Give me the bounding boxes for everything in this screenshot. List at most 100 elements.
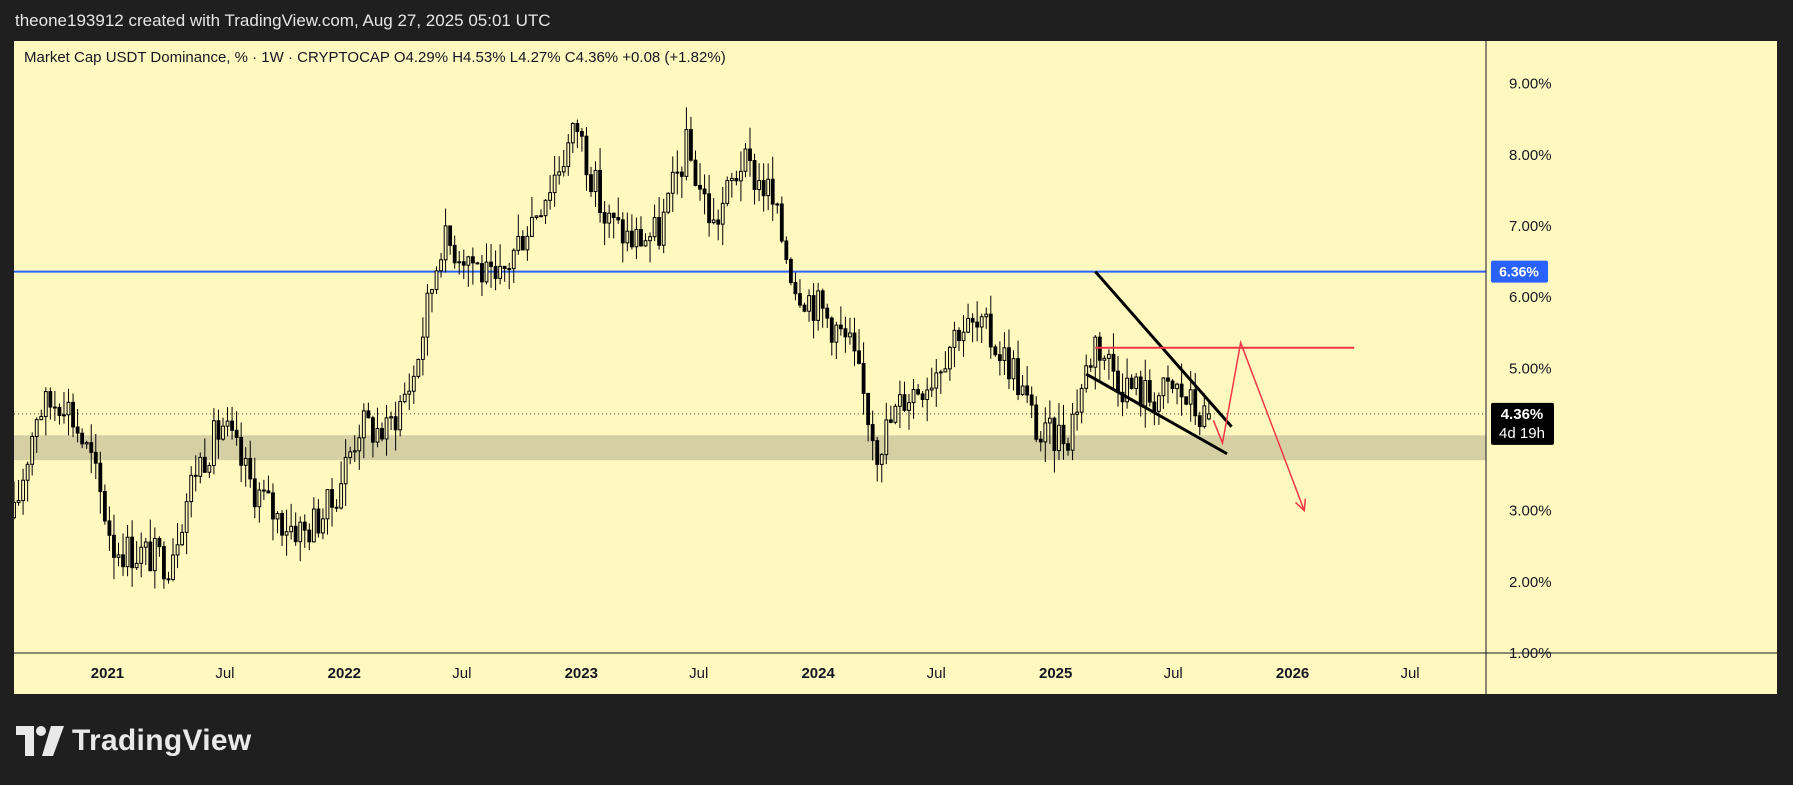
candle bbox=[470, 247, 475, 285]
candle bbox=[1166, 365, 1170, 404]
candle bbox=[884, 402, 889, 465]
candle bbox=[30, 432, 35, 476]
candle bbox=[34, 417, 39, 453]
candle-body bbox=[548, 192, 553, 201]
candle-body bbox=[611, 212, 616, 219]
candle bbox=[311, 497, 316, 543]
candle bbox=[493, 250, 498, 291]
candle-body bbox=[493, 265, 498, 279]
x-tick-label: 2022 bbox=[328, 665, 361, 682]
projection-path[interactable] bbox=[1212, 339, 1305, 511]
candle bbox=[43, 387, 48, 436]
candle bbox=[784, 236, 789, 264]
x-tick-label: Jul bbox=[1164, 665, 1183, 682]
candle bbox=[1202, 393, 1207, 429]
candle bbox=[611, 212, 616, 239]
candle-body bbox=[1007, 347, 1011, 380]
candle bbox=[534, 215, 539, 220]
candle-body bbox=[557, 171, 562, 176]
candle-body bbox=[316, 508, 321, 534]
candle bbox=[343, 439, 348, 507]
candle bbox=[689, 116, 693, 162]
candle bbox=[112, 514, 116, 580]
candle bbox=[425, 284, 430, 356]
tradingview-logo-icon bbox=[16, 726, 64, 756]
candle-body bbox=[634, 228, 639, 248]
candle-body bbox=[1002, 347, 1007, 361]
y-tick-label: 5.00% bbox=[1509, 360, 1552, 377]
candle bbox=[820, 288, 825, 328]
candle bbox=[334, 499, 339, 512]
candle-body bbox=[21, 479, 25, 502]
candle-body bbox=[321, 518, 325, 534]
candle-body bbox=[461, 261, 466, 266]
y-tick-label: 2.00% bbox=[1509, 574, 1552, 591]
candle bbox=[1116, 356, 1120, 407]
candle-body bbox=[1061, 424, 1066, 445]
candle bbox=[925, 377, 930, 422]
candle-body bbox=[1088, 365, 1093, 368]
candle bbox=[321, 508, 325, 540]
wedge-lower-line[interactable] bbox=[1085, 372, 1228, 456]
candle bbox=[302, 514, 307, 548]
candle bbox=[102, 484, 107, 525]
candle bbox=[284, 509, 289, 556]
x-tick-label: Jul bbox=[215, 665, 234, 682]
candle bbox=[280, 510, 284, 546]
candle-body bbox=[666, 192, 671, 213]
candle bbox=[734, 170, 739, 186]
candle bbox=[625, 212, 630, 252]
price-badge-value: 4.36% bbox=[1501, 406, 1544, 423]
candle bbox=[788, 257, 793, 286]
candle-body bbox=[684, 129, 689, 177]
candle bbox=[398, 395, 403, 437]
candle-body bbox=[675, 171, 680, 174]
candle bbox=[266, 475, 271, 494]
x-tick-label: 2021 bbox=[91, 665, 124, 682]
candle-body bbox=[125, 536, 130, 568]
candle-body bbox=[566, 142, 571, 168]
tradingview-wordmark: TradingView bbox=[72, 724, 252, 757]
candle bbox=[816, 282, 821, 331]
candle-body bbox=[925, 389, 930, 401]
candle bbox=[1088, 358, 1093, 372]
candle-body bbox=[743, 148, 748, 172]
candle bbox=[1025, 366, 1030, 404]
candle-body bbox=[539, 215, 543, 218]
candle-body bbox=[1202, 405, 1207, 428]
candle bbox=[75, 409, 80, 443]
candle-body bbox=[661, 211, 666, 246]
candle-body bbox=[861, 362, 866, 394]
chart-canvas[interactable]: 9.00% 8.00% 7.00% 6.00% 5.00% 3.00% 2.00% 1.00%… bbox=[12, 41, 1777, 694]
candle-body bbox=[325, 489, 330, 520]
candle-body bbox=[698, 184, 702, 190]
candle-body bbox=[820, 290, 825, 309]
candle-body bbox=[607, 212, 612, 224]
candle-body bbox=[243, 457, 248, 466]
candle-body bbox=[707, 193, 712, 224]
candle-body bbox=[679, 171, 684, 177]
candle bbox=[1007, 329, 1011, 390]
candle bbox=[39, 409, 44, 421]
candle bbox=[716, 209, 721, 241]
candle-body bbox=[107, 520, 112, 536]
chart-panel[interactable]: 9.00% 8.00% 7.00% 6.00% 5.00% 3.00% 2.00% 1.00%… bbox=[12, 41, 1777, 694]
candle bbox=[489, 244, 493, 288]
candle-body bbox=[725, 180, 730, 204]
candle bbox=[593, 161, 598, 207]
candle bbox=[775, 202, 780, 214]
candle-body bbox=[266, 490, 271, 494]
candle bbox=[729, 172, 734, 198]
candle-body bbox=[34, 419, 39, 437]
candle-body bbox=[729, 177, 734, 182]
candle bbox=[866, 392, 871, 442]
wedge-upper-line[interactable] bbox=[1094, 270, 1233, 428]
candle bbox=[125, 524, 130, 577]
candle-body bbox=[71, 401, 75, 428]
candle bbox=[707, 174, 712, 237]
candle bbox=[289, 503, 294, 540]
candle-body bbox=[788, 259, 793, 284]
candle-body bbox=[734, 177, 739, 182]
candle bbox=[261, 479, 266, 500]
candle-body bbox=[202, 456, 207, 473]
